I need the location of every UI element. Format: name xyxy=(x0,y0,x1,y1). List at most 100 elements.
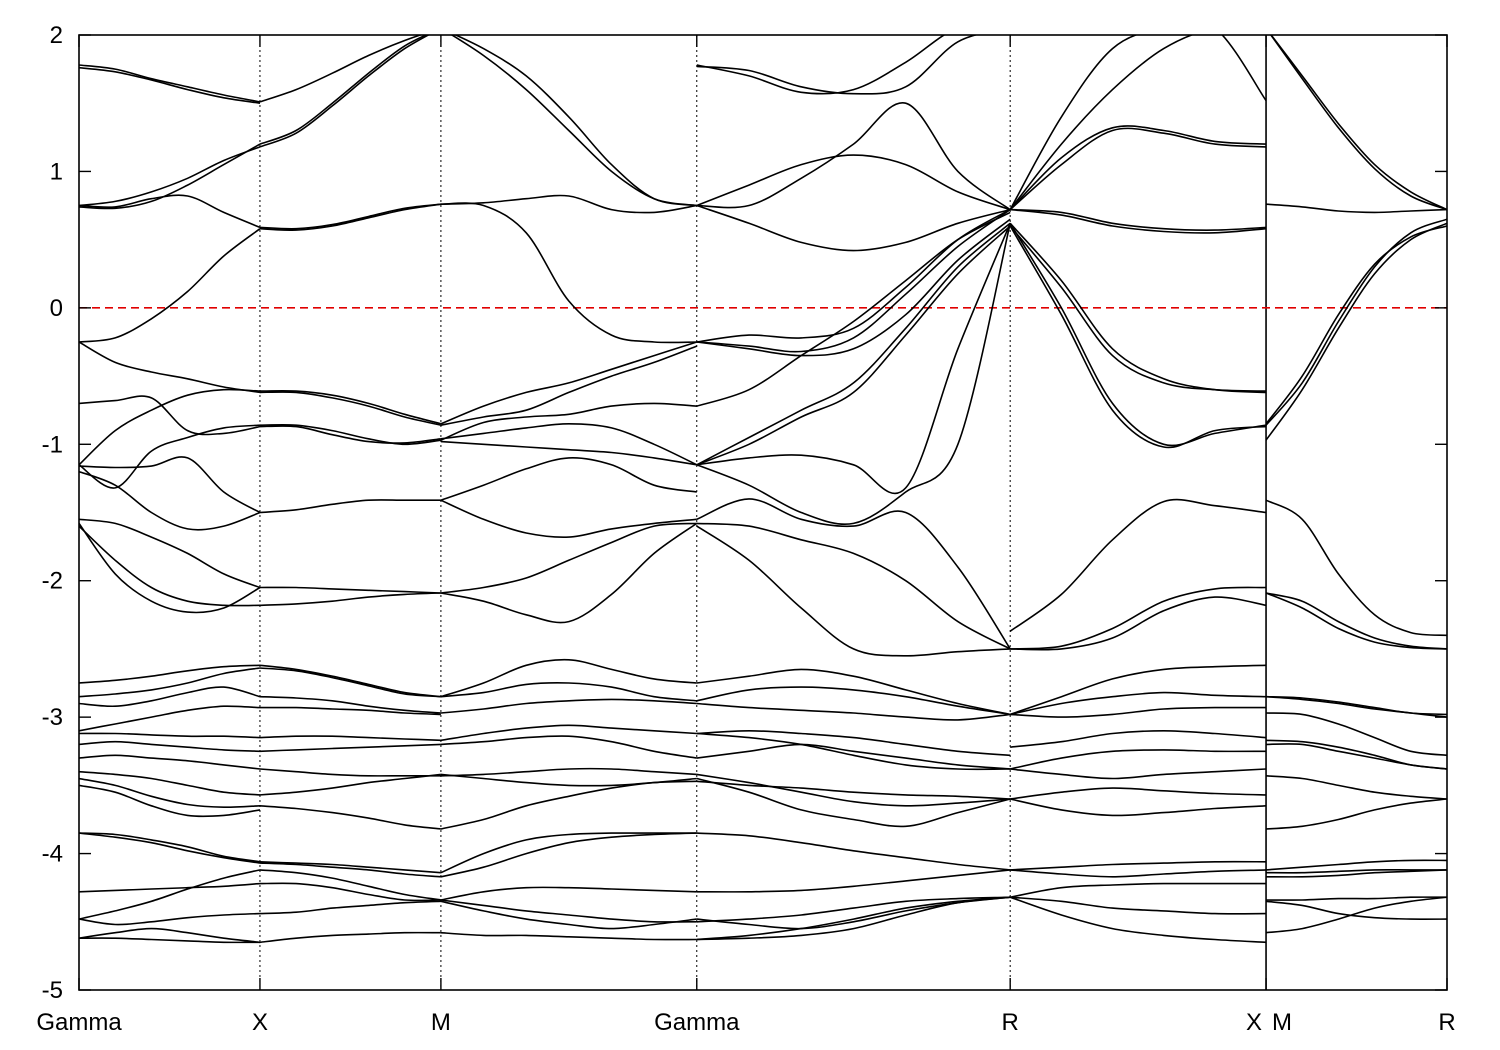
band-line xyxy=(696,225,1011,466)
band-line xyxy=(440,522,697,594)
y-tick-label: -2 xyxy=(42,568,63,595)
band-line xyxy=(1009,127,1267,211)
band-line xyxy=(79,66,261,104)
band-line xyxy=(1009,125,1267,211)
band-line xyxy=(440,931,697,941)
band-line xyxy=(259,203,441,230)
band-line xyxy=(1265,798,1447,830)
band-line xyxy=(696,668,1011,716)
band-line xyxy=(440,900,697,930)
band-line xyxy=(1265,775,1447,800)
band-line xyxy=(1009,225,1267,449)
band-line xyxy=(259,805,441,830)
band-line xyxy=(1010,882,1267,898)
band-line xyxy=(440,724,697,742)
band-line xyxy=(440,735,697,759)
band-line xyxy=(259,768,441,777)
band-line xyxy=(79,194,261,229)
band-line xyxy=(440,899,697,923)
band-line xyxy=(696,896,1011,941)
y-tick-label: -5 xyxy=(42,977,63,1004)
band-line xyxy=(79,927,261,944)
band-line xyxy=(440,499,697,539)
band-line xyxy=(79,832,261,863)
band-line xyxy=(79,832,261,864)
band-line xyxy=(79,341,261,394)
band-line xyxy=(1010,768,1267,780)
band-line xyxy=(79,667,261,698)
band-line xyxy=(79,754,261,770)
band-line xyxy=(696,869,1011,893)
band-line xyxy=(259,499,441,514)
x-tick-label-gamma: Gamma xyxy=(654,1009,740,1036)
band-line xyxy=(696,832,1011,871)
band-line xyxy=(79,388,261,466)
band-line xyxy=(696,208,1011,353)
band-line xyxy=(79,525,261,607)
band-line xyxy=(259,931,441,944)
high-symmetry-guides xyxy=(259,35,1267,990)
band-line xyxy=(696,780,1011,800)
band-line xyxy=(696,222,1011,466)
band-line xyxy=(79,784,261,818)
band-line xyxy=(440,457,697,501)
band-line xyxy=(1010,749,1267,770)
band-line xyxy=(259,586,441,594)
band-line xyxy=(440,682,697,702)
band-line xyxy=(696,223,1011,525)
band-line xyxy=(259,667,441,698)
x-tick-label-r: R xyxy=(1002,1009,1019,1036)
band-line xyxy=(259,869,442,901)
band-line xyxy=(696,522,1011,650)
band-line xyxy=(440,886,697,901)
band-line xyxy=(440,658,697,698)
band-line xyxy=(696,498,1011,650)
band-line xyxy=(696,35,979,95)
band-line xyxy=(259,203,442,231)
band-line xyxy=(259,389,442,425)
band-line xyxy=(1265,592,1447,650)
band-line xyxy=(259,664,441,698)
band-line xyxy=(259,35,423,103)
band-line xyxy=(696,102,1011,211)
band-line xyxy=(1010,869,1267,878)
band-line xyxy=(1010,787,1267,800)
band-line xyxy=(1009,35,1267,210)
band-line xyxy=(1010,896,1267,915)
band-line xyxy=(79,64,261,103)
band-line xyxy=(696,730,1011,757)
band-line xyxy=(79,664,261,684)
band-line xyxy=(259,35,430,148)
x-tick-label-gamma: Gamma xyxy=(36,1009,122,1036)
band-line xyxy=(696,222,1011,495)
band-line xyxy=(440,832,697,878)
axes-group xyxy=(78,34,1448,991)
band-line xyxy=(259,35,428,145)
x-tick-label-m: M xyxy=(1272,1009,1292,1036)
band-line xyxy=(440,832,697,874)
band-line xyxy=(79,740,261,753)
band-line xyxy=(1265,222,1447,441)
x-tick-label-m: M xyxy=(431,1009,451,1036)
band-line xyxy=(440,202,697,344)
band-line xyxy=(259,425,441,444)
band-line xyxy=(696,525,1011,657)
band-line xyxy=(79,937,261,944)
y-tick-label: 2 xyxy=(50,22,63,49)
band-line xyxy=(1265,592,1447,650)
band-line xyxy=(1010,860,1267,871)
y-tick-labels: 2 1 0 -1 -2 -3 -4 -5 xyxy=(42,22,63,1004)
band-line xyxy=(259,743,441,753)
y-tick-label: -1 xyxy=(42,431,63,458)
band-line xyxy=(440,522,698,624)
band-line xyxy=(259,706,441,716)
band-line xyxy=(259,695,441,714)
band-line xyxy=(79,424,261,489)
band-line xyxy=(79,456,261,514)
band-line xyxy=(1009,664,1267,716)
band-line xyxy=(259,900,441,915)
band-line xyxy=(1265,695,1447,718)
band-line xyxy=(1009,35,1194,211)
